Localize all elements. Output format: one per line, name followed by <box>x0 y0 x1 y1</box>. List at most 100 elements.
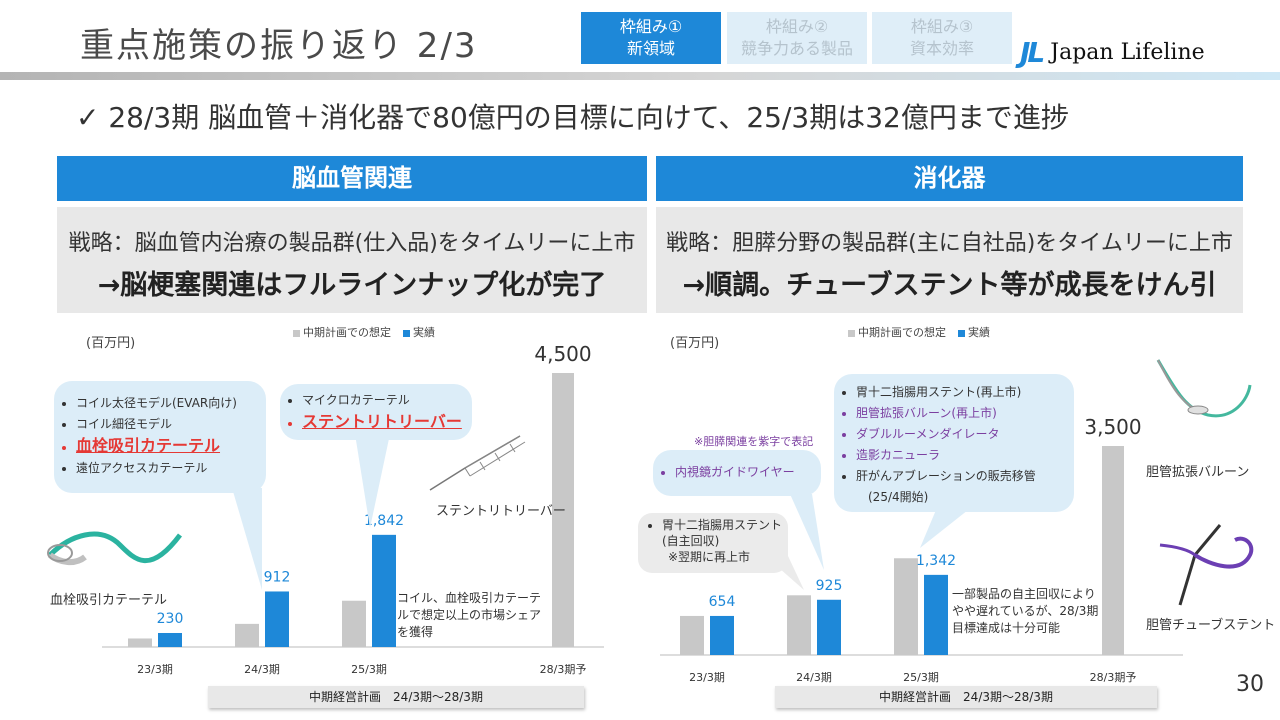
bubble-tail <box>770 556 804 590</box>
bar-plan <box>235 623 259 647</box>
bubble-neuro-products-2: マイクロカテーテル ステントリトリーバー <box>280 384 472 440</box>
data-label: 1,842 <box>364 513 404 529</box>
chart-legend-right: 中期計画での想定 実績 <box>848 324 990 340</box>
bar-plan <box>552 373 574 647</box>
bubble-tail-left-1 <box>232 488 262 590</box>
header-divider <box>0 72 1280 80</box>
x-tick-label: 23/3期 <box>137 663 173 676</box>
bar-plan <box>787 595 811 655</box>
strategy-box-neuro: 戦略：脳血管内治療の製品群(仕入品)をタイムリーに上市 →脳梗塞関連はフルライン… <box>57 207 647 313</box>
bubble-subnote: (25/4開始) <box>868 490 929 504</box>
bubble-item: コイル細径モデル <box>76 414 266 435</box>
product-label: ステントリトリーバー <box>436 504 566 519</box>
bubble-tail-left-2 <box>355 434 390 528</box>
bubble-item-highlight: 血栓吸引カテーテル <box>76 435 266 458</box>
data-label: 230 <box>157 611 184 627</box>
legend-swatch <box>848 329 855 337</box>
bar-actual <box>372 534 396 647</box>
x-tick-label: 24/3期 <box>244 663 280 676</box>
legend-item-actual: 実績 <box>958 324 990 340</box>
x-tick-label: 25/3期 <box>903 671 939 684</box>
tab-line1: 枠組み② <box>765 17 829 36</box>
legend-label: 中期計画での想定 <box>303 326 391 339</box>
aspiration-catheter-image <box>47 531 182 565</box>
bubble-item-highlight: ステントリトリーバー <box>302 411 472 434</box>
bubble-item: 遠位アクセスカテーテル <box>76 458 266 479</box>
data-label: 3,500 <box>1084 415 1141 439</box>
tab-framework-1[interactable]: 枠組み① 新領域 <box>581 12 721 64</box>
tab-line2: 競争力ある製品 <box>740 39 853 58</box>
legend-label: 中期計画での想定 <box>858 326 946 339</box>
tab-line1: 枠組み③ <box>910 17 974 36</box>
data-label: 4,500 <box>534 342 591 366</box>
purple-note: ※胆膵関連を紫字で表記 <box>694 435 814 448</box>
logo-mark: JL <box>1020 36 1045 69</box>
data-label: 654 <box>709 594 736 610</box>
legend-swatch <box>293 329 300 337</box>
bar-actual <box>710 615 734 655</box>
note-left: コイル、血栓吸引カテーテルで想定以上の市場シェアを獲得 <box>397 591 542 639</box>
bar-plan <box>1102 446 1124 655</box>
tab-framework-3[interactable]: 枠組み③ 資本効率 <box>872 12 1012 64</box>
highlight-text: 血栓吸引カテーテル <box>76 436 221 455</box>
bar-actual <box>924 574 948 655</box>
bubble-item: 胆管拡張バルーン(再上市) <box>856 403 1074 424</box>
tube-stent-image <box>1159 524 1254 606</box>
legend-label: 実績 <box>968 326 990 339</box>
unit-label-right: (百万円) <box>670 336 720 351</box>
balloon-image <box>1156 359 1252 418</box>
bar-plan <box>894 558 918 655</box>
logo-text: Japan Lifeline <box>1050 40 1205 65</box>
data-label: 912 <box>264 569 291 585</box>
bubble-item: 内視鏡ガイドワイヤー <box>675 462 821 483</box>
legend-swatch <box>958 329 965 337</box>
page-number: 30 <box>1236 672 1264 697</box>
bubble-gi-recall: 胃十二指腸用ステント(自主回収) ※翌期に再上市 <box>638 513 788 573</box>
strategy-box-gi: 戦略：胆膵分野の製品群(主に自社品)をタイムリーに上市 →順調。チューブステント… <box>656 207 1243 313</box>
unit-label-left: (百万円) <box>86 336 136 351</box>
x-tick-label: 24/3期 <box>796 671 832 684</box>
data-label: 1,342 <box>916 553 956 569</box>
result-text: →脳梗塞関連はフルラインナップ化が完了 <box>97 270 607 301</box>
highlight-text: ステントリトリーバー <box>302 412 462 431</box>
stent-retriever-image <box>429 435 526 491</box>
x-tick-label: 25/3期 <box>351 663 387 676</box>
tab-line2: 資本効率 <box>909 39 974 58</box>
bubble-gi-guidewire: 内視鏡ガイドワイヤー <box>653 450 821 496</box>
section-header-gi: 消化器 <box>656 156 1243 201</box>
x-tick-label: 28/3期予 <box>1090 671 1137 684</box>
plan-period-left: 中期経営計画 24/3期～28/3期 <box>208 686 584 708</box>
section-header-neuro: 脳血管関連 <box>57 156 647 201</box>
bubble-subnote: ※翌期に再上市 <box>668 550 751 564</box>
company-logo: JL Japan Lifeline <box>1020 36 1205 69</box>
strategy-text: 戦略：胆膵分野の製品群(主に自社品)をタイムリーに上市 <box>666 231 1233 256</box>
result-text: →順調。チューブステント等が成長をけん引 <box>682 270 1217 301</box>
legend-item-actual: 実績 <box>403 324 435 340</box>
bubble-item: 胃十二指腸用ステント(自主回収) <box>662 517 788 549</box>
tab-framework-2[interactable]: 枠組み② 競争力ある製品 <box>727 12 867 64</box>
note-right: 一部製品の自主回収によりやや遅れているが、28/3期目標達成は十分可能 <box>952 587 1099 635</box>
bubble-item: 胃十二指腸用ステント(再上市) <box>856 382 1074 403</box>
headline: ✓ 28/3期 脳血管＋消化器で80億円の目標に向けて、25/3期は32億円まで… <box>76 101 1069 134</box>
bubble-gi-products: 胃十二指腸用ステント(再上市) 胆管拡張バルーン(再上市) ダブルルーメンダイレ… <box>834 374 1074 512</box>
strategy-text: 戦略：脳血管内治療の製品群(仕入品)をタイムリーに上市 <box>68 231 636 256</box>
legend-swatch <box>403 329 410 337</box>
legend-label: 実績 <box>413 326 435 339</box>
legend-item-plan: 中期計画での想定 <box>293 324 391 340</box>
bar-plan <box>128 638 152 647</box>
product-label: 血栓吸引カテーテル <box>50 593 168 608</box>
bar-actual <box>817 599 841 655</box>
bar-actual <box>265 591 289 647</box>
bubble-item: コイル太径モデル(EVAR向け) <box>76 393 266 414</box>
bubble-item: マイクロカテーテル <box>302 390 472 411</box>
bar-actual <box>158 632 182 647</box>
data-label: 925 <box>816 578 843 594</box>
bubble-tail-right-big <box>920 510 968 548</box>
tab-line2: 新領域 <box>626 39 675 58</box>
bar-plan <box>342 600 366 647</box>
bubble-tail-right-small <box>790 494 824 570</box>
chart-legend-left: 中期計画での想定 実績 <box>293 324 435 340</box>
